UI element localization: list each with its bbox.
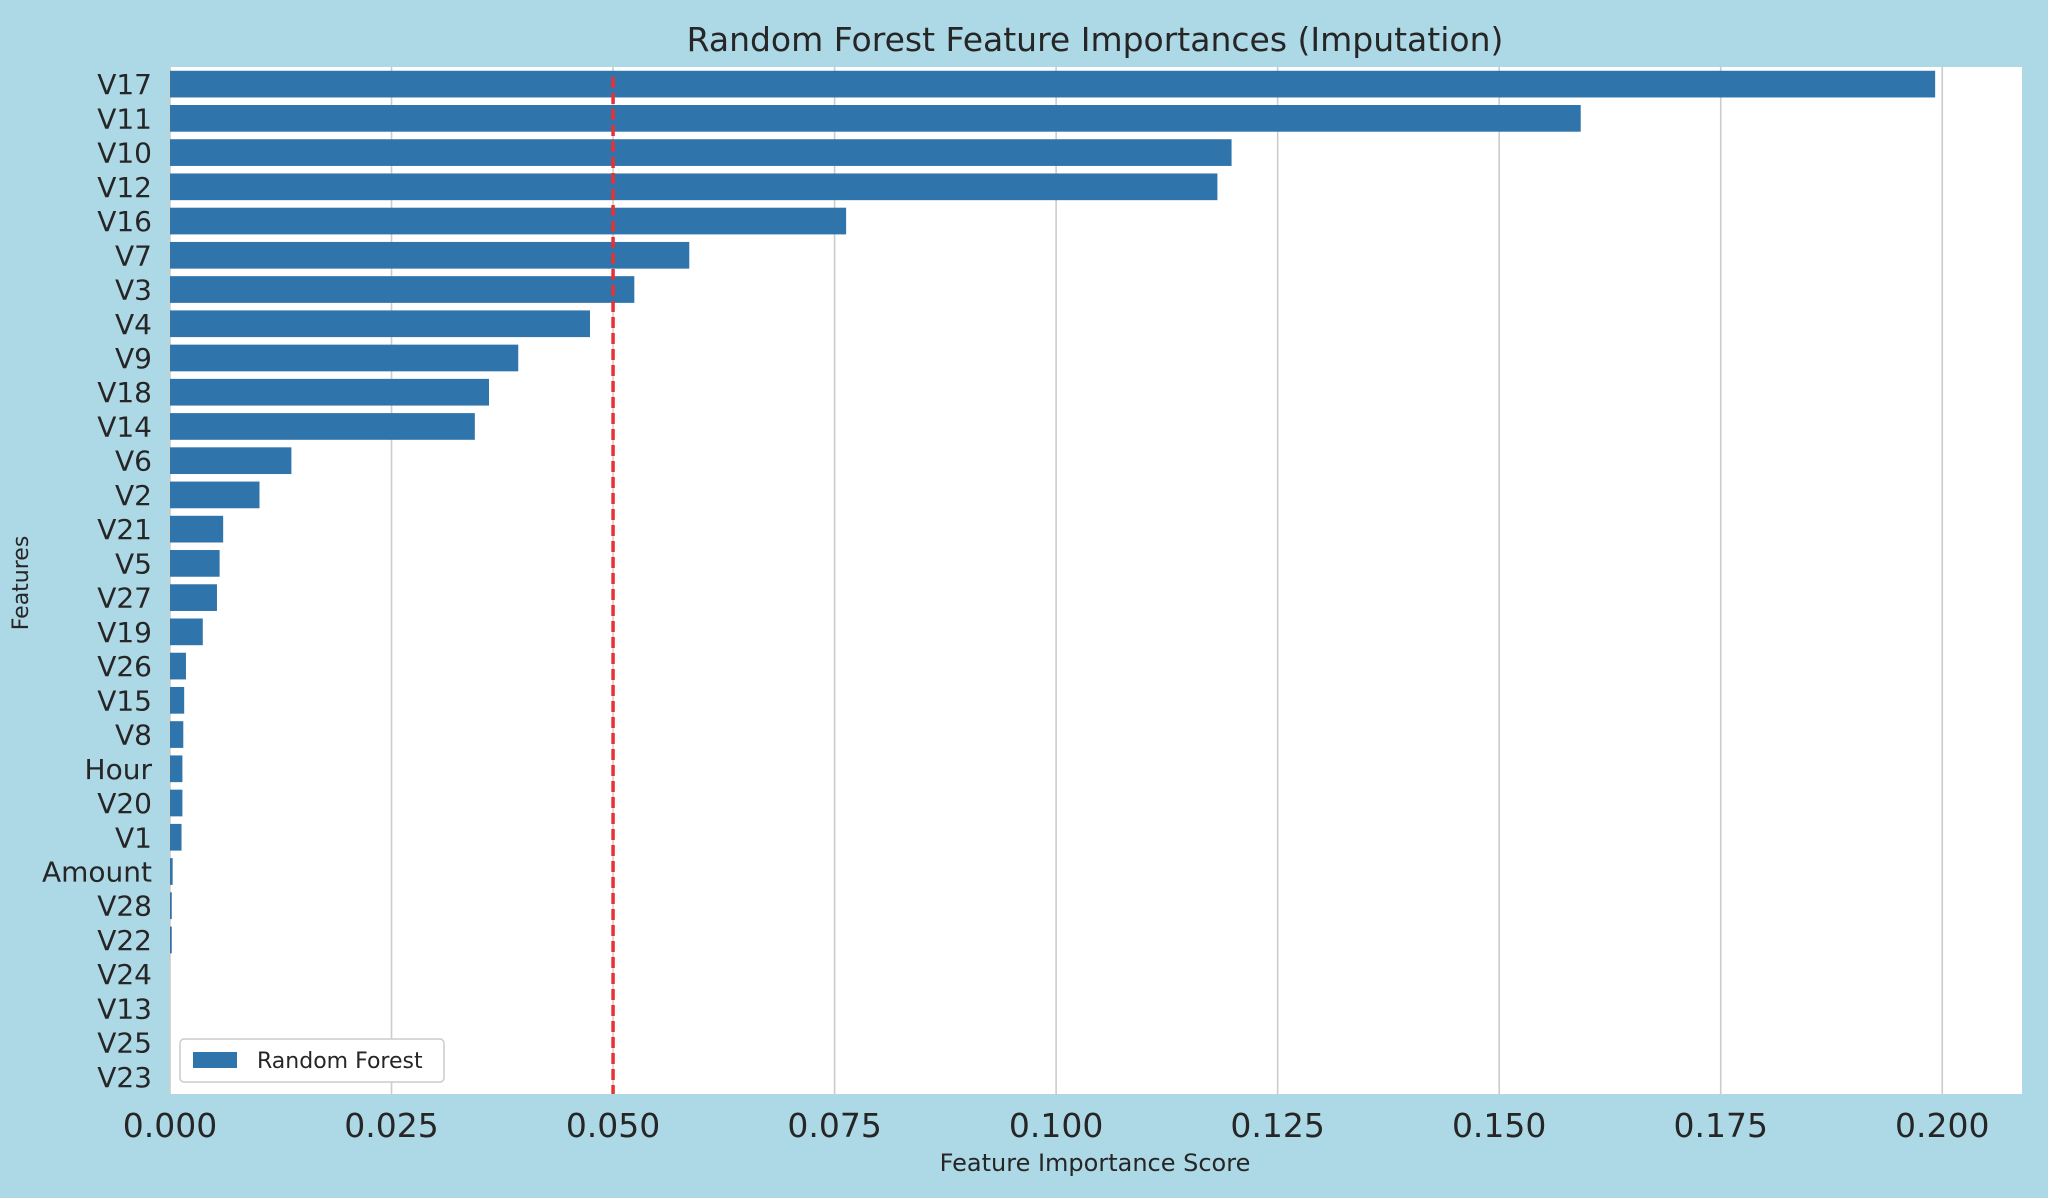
- y-tick-label: Hour: [85, 753, 153, 786]
- y-axis-label: Features: [9, 536, 34, 631]
- y-tick-label: V8: [115, 719, 152, 752]
- bar-v22: [170, 926, 172, 954]
- y-tick-label: V15: [97, 684, 152, 717]
- y-tick-label: V28: [97, 890, 152, 923]
- y-tick-label: V9: [115, 342, 152, 375]
- bar-v18: [170, 378, 490, 406]
- y-tick-label: V27: [97, 582, 152, 615]
- bar-v1: [170, 823, 182, 851]
- y-tick-label: V2: [115, 479, 152, 512]
- bar-v27: [170, 584, 217, 611]
- bar-v14: [170, 413, 475, 440]
- bar-v9: [170, 344, 519, 372]
- bar-v4: [170, 310, 591, 338]
- y-tick-label: V1: [115, 821, 152, 854]
- bar-hour: [170, 755, 183, 783]
- bar-v5: [170, 550, 220, 577]
- y-tick-label: V16: [97, 205, 152, 238]
- chart-title: Random Forest Feature Importances (Imput…: [687, 20, 1504, 59]
- bar-v10: [170, 139, 1232, 166]
- x-tick-label: 0.050: [566, 1106, 660, 1145]
- y-tick-label: V3: [115, 274, 152, 307]
- y-tick-label: Amount: [42, 855, 152, 888]
- x-tick-label: 0.025: [344, 1106, 438, 1145]
- x-tick-label: 0.150: [1452, 1106, 1546, 1145]
- y-tick-label: V20: [97, 787, 152, 820]
- bar-v2: [170, 481, 260, 509]
- y-tick-label: V11: [97, 102, 152, 135]
- y-tick-label: V4: [115, 308, 152, 341]
- bar-v21: [170, 515, 224, 543]
- bar-v7: [170, 241, 690, 269]
- bar-v20: [170, 789, 183, 817]
- y-tick-label: V26: [97, 650, 152, 683]
- legend-label: Random Forest: [257, 1049, 423, 1074]
- x-tick-label: 0.175: [1673, 1106, 1767, 1145]
- bar-v11: [170, 104, 1581, 132]
- plot-area: [170, 67, 2022, 1094]
- x-tick-label: 0.000: [123, 1106, 217, 1145]
- bar-v3: [170, 276, 635, 303]
- x-tick-label: 0.075: [787, 1106, 881, 1145]
- bar-v12: [170, 173, 1218, 201]
- y-tick-label: V13: [97, 992, 152, 1025]
- y-tick-label: V18: [97, 376, 152, 409]
- y-tick-label: V17: [97, 68, 152, 101]
- y-tick-label: V22: [97, 924, 152, 957]
- bar-v16: [170, 207, 847, 235]
- legend-swatch: [193, 1052, 237, 1068]
- bar-amount: [170, 858, 173, 885]
- y-tick-label: V25: [97, 1027, 152, 1060]
- y-tick-label: V5: [115, 547, 152, 580]
- y-tick-label: V12: [97, 171, 152, 204]
- bar-v28: [170, 892, 172, 920]
- bar-v6: [170, 447, 292, 475]
- y-tick-label: V24: [97, 958, 152, 991]
- y-tick-label: V23: [97, 1061, 152, 1094]
- y-tick-label: V7: [115, 239, 152, 272]
- bar-v19: [170, 618, 203, 646]
- x-tick-label: 0.200: [1895, 1106, 1989, 1145]
- y-tick-label: V10: [97, 137, 152, 170]
- legend: Random Forest: [179, 1038, 445, 1083]
- y-tick-labels: V17V11V10V12V16V7V3V4V9V18V14V6V2V21V5V2…: [42, 68, 153, 1094]
- y-tick-label: V6: [115, 445, 152, 478]
- bar-v15: [170, 686, 185, 714]
- bars: [170, 70, 1936, 954]
- bar-v17: [170, 70, 1936, 98]
- y-tick-label: V21: [97, 513, 152, 546]
- bar-v26: [170, 652, 186, 680]
- bar-v8: [170, 721, 184, 748]
- x-tick-label: 0.125: [1230, 1106, 1324, 1145]
- x-axis-label: Feature Importance Score: [940, 1149, 1251, 1177]
- y-tick-label: V19: [97, 616, 152, 649]
- x-tick-label: 0.100: [1009, 1106, 1103, 1145]
- x-tick-labels: 0.000 0.025 0.050 0.075 0.100 0.125 0.150 0.175…: [123, 1106, 1990, 1145]
- y-tick-label: V14: [97, 410, 152, 443]
- legend-box: [179, 1038, 445, 1083]
